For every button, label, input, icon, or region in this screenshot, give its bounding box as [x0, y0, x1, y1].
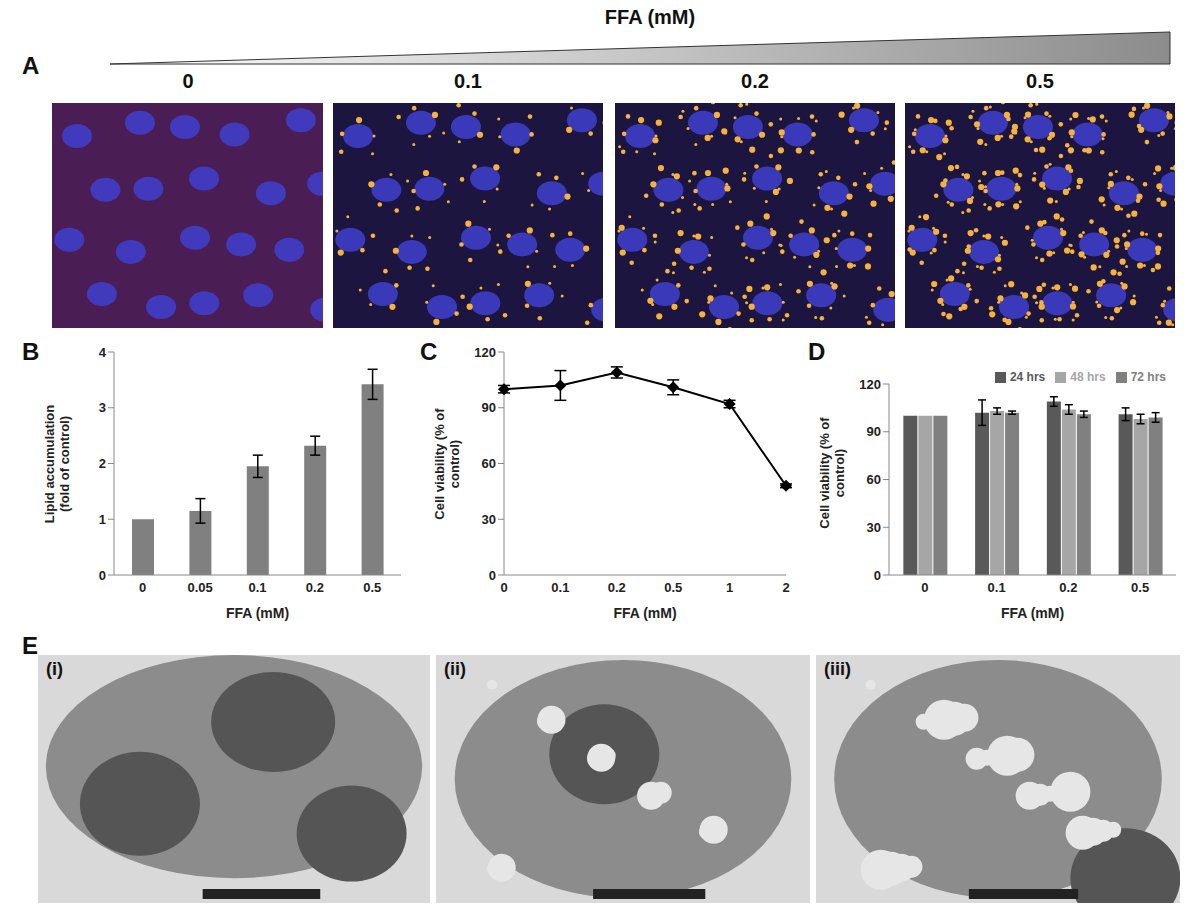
svg-text:1: 1 [726, 580, 733, 595]
svg-text:2: 2 [99, 456, 106, 471]
svg-text:0: 0 [921, 580, 928, 595]
html-text:(i): (i) [46, 659, 63, 679]
svg-text:0: 0 [500, 580, 507, 595]
svg-text:4: 4 [99, 345, 107, 360]
svg-text:2: 2 [782, 580, 789, 595]
svg-text:0.2: 0.2 [608, 580, 626, 595]
svg-text:0.2: 0.2 [1059, 580, 1077, 595]
svg-text:3: 3 [99, 400, 106, 415]
svg-text:60: 60 [867, 472, 881, 487]
svg-text:FFA (mM): FFA (mM) [1001, 605, 1064, 621]
svg-text:0.5: 0.5 [1131, 580, 1149, 595]
svg-text:0.1: 0.1 [988, 580, 1006, 595]
svg-text:60: 60 [482, 456, 496, 471]
svg-text:30: 30 [867, 520, 881, 535]
svg-text:0: 0 [139, 580, 146, 595]
html-text:A: A [22, 52, 40, 79]
html-text:FFA (mM): FFA (mM) [604, 6, 696, 28]
html-text:0.5: 0.5 [1026, 70, 1054, 92]
html-text:(ii): (ii) [444, 659, 466, 679]
html-text:Cell viability (% of control): Cell viability (% of control) [432, 407, 462, 520]
html-text:72 hrs: 72 hrs [1130, 370, 1166, 384]
svg-text:30: 30 [482, 512, 496, 527]
svg-text:90: 90 [482, 400, 496, 415]
html-text:(iii): (iii) [824, 659, 851, 679]
svg-text:90: 90 [867, 424, 881, 439]
svg-text:FFA (mM): FFA (mM) [226, 605, 289, 621]
html-text:Cell viability (% of control): Cell viability (% of control) [817, 416, 847, 529]
html-text:24 hrs: 24 hrs [1009, 370, 1046, 384]
svg-text:0.2: 0.2 [306, 580, 324, 595]
svg-text:0: 0 [99, 568, 106, 583]
html-text:Lipid accumulation (fold of co: Lipid accumulation (fold of control) [42, 404, 72, 523]
svg-text:120: 120 [859, 377, 881, 392]
svg-text:FFA (mM): FFA (mM) [613, 605, 676, 621]
svg-text:1: 1 [99, 512, 106, 527]
html-text:B: B [22, 338, 40, 365]
html-text:0: 0 [182, 70, 194, 92]
svg-text:0.5: 0.5 [664, 580, 682, 595]
html-text:48 hrs: 48 hrs [1070, 370, 1106, 384]
html-text:E: E [22, 632, 38, 659]
svg-text:120: 120 [474, 345, 496, 360]
svg-text:0.5: 0.5 [363, 580, 381, 595]
svg-text:0.1: 0.1 [551, 580, 569, 595]
html-text:0.2: 0.2 [741, 70, 769, 92]
html-text:D: D [808, 338, 826, 365]
svg-text:0.05: 0.05 [187, 580, 212, 595]
svg-text:0: 0 [489, 568, 496, 583]
svg-text:0.1: 0.1 [248, 580, 266, 595]
svg-text:0: 0 [874, 568, 881, 583]
html-text:C: C [420, 338, 438, 365]
html-text:0.1: 0.1 [454, 70, 482, 92]
